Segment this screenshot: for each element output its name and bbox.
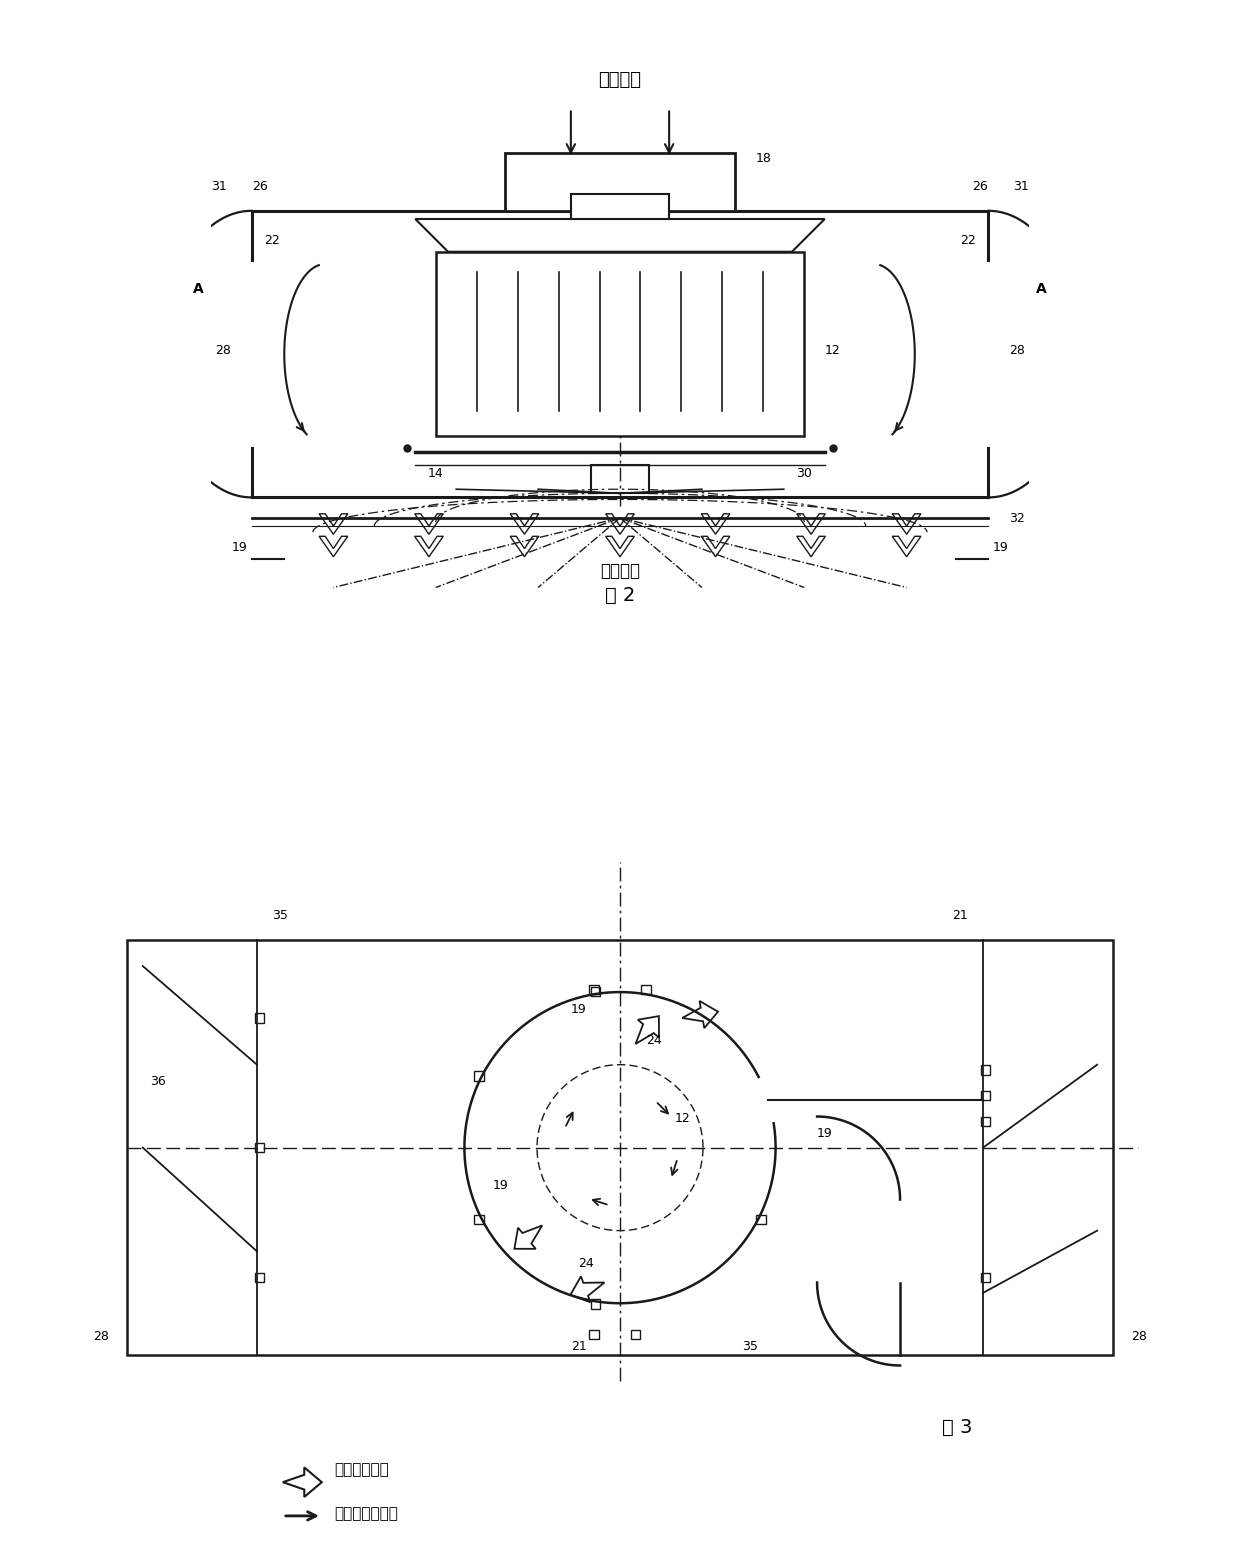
Bar [589, 985, 599, 994]
Bar [590, 986, 600, 996]
Bar [756, 1215, 765, 1225]
Text: 36: 36 [150, 1076, 166, 1088]
Text: 28: 28 [1009, 343, 1025, 358]
Text: A: A [1037, 282, 1047, 296]
Bar [570, 194, 670, 220]
Text: 19: 19 [492, 1179, 508, 1192]
Bar [981, 1116, 991, 1126]
Bar [981, 1065, 991, 1074]
Text: 19: 19 [570, 1004, 587, 1016]
Text: 19: 19 [232, 541, 248, 554]
Bar [255, 1273, 264, 1283]
Bar [590, 1300, 600, 1309]
Text: 图 3: 图 3 [942, 1417, 972, 1436]
Text: 22: 22 [264, 234, 280, 246]
Bar [255, 1143, 264, 1152]
Bar [981, 1091, 991, 1101]
Text: 空气流动方向: 空气流动方向 [335, 1461, 389, 1477]
Bar [506, 154, 734, 210]
Bar [128, 941, 1112, 1355]
Text: 19: 19 [992, 541, 1008, 554]
Text: 图 2: 图 2 [605, 586, 635, 605]
Text: 31: 31 [211, 180, 227, 193]
Text: 32: 32 [1009, 513, 1025, 525]
Bar [589, 1330, 599, 1339]
Text: 24: 24 [578, 1258, 594, 1270]
Bar [255, 1013, 264, 1022]
Bar [475, 1071, 484, 1080]
Text: 26: 26 [972, 180, 988, 193]
Text: 22: 22 [960, 234, 976, 246]
Polygon shape [415, 220, 825, 252]
Text: 28: 28 [93, 1330, 109, 1342]
Bar [641, 985, 651, 994]
Text: 31: 31 [1013, 180, 1029, 193]
Text: 19: 19 [817, 1127, 833, 1140]
Text: 30: 30 [796, 467, 812, 480]
Text: 鼓风机旋转方向: 鼓风机旋转方向 [335, 1505, 398, 1521]
Text: 进入空气: 进入空气 [599, 71, 641, 89]
Text: 35: 35 [273, 909, 289, 922]
Text: 35: 35 [742, 1341, 758, 1353]
Text: 12: 12 [825, 343, 841, 358]
Bar [591, 464, 649, 494]
Text: 28: 28 [215, 343, 231, 358]
Bar [981, 1273, 991, 1283]
Text: 18: 18 [755, 152, 771, 165]
Text: 21: 21 [952, 909, 967, 922]
Text: 排出气体: 排出气体 [600, 561, 640, 580]
Text: 28: 28 [1131, 1330, 1147, 1342]
Text: 24: 24 [646, 1033, 662, 1047]
Bar [631, 1330, 640, 1339]
Text: 12: 12 [675, 1112, 691, 1124]
Text: 21: 21 [570, 1341, 587, 1353]
Text: A: A [193, 282, 203, 296]
Bar [435, 252, 805, 436]
Text: 14: 14 [428, 467, 444, 480]
Text: 26: 26 [252, 180, 268, 193]
Bar [475, 1215, 484, 1225]
